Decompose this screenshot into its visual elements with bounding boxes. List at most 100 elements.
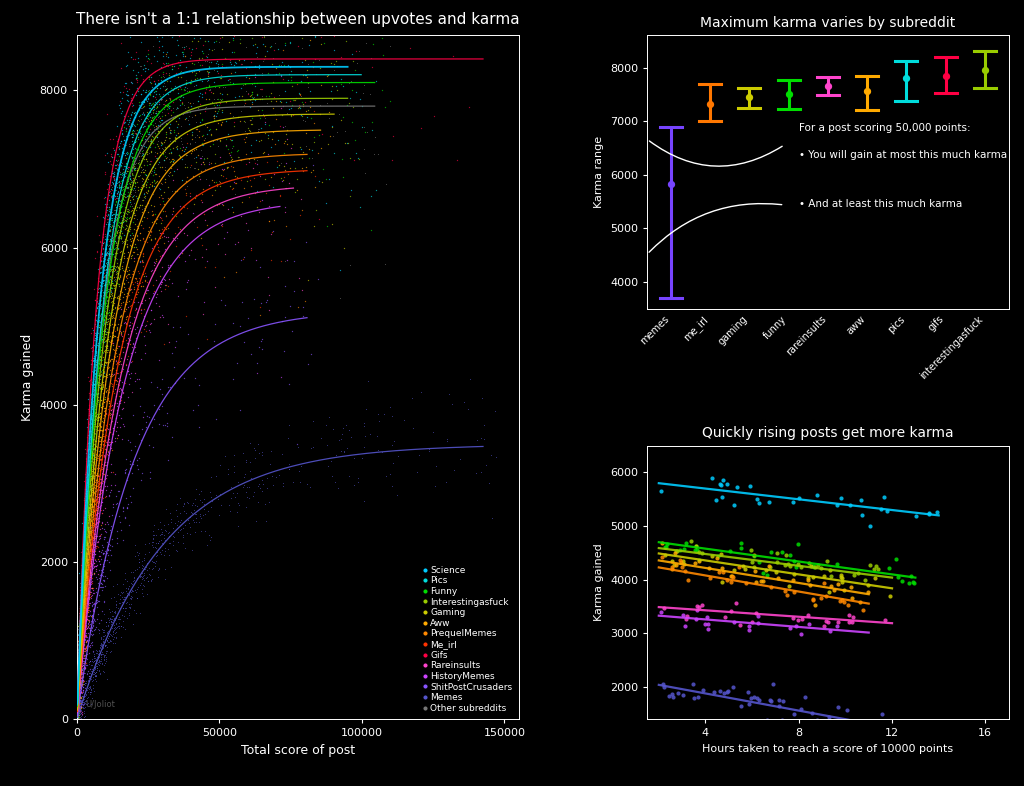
Point (261, 304, 278, 317)
Point (134, 203, 151, 215)
Point (243, 117, 259, 130)
Point (81, 615, 97, 628)
Point (90, 344, 106, 357)
Point (237, 24, 253, 36)
Point (725, 564, 741, 576)
Point (73, 630, 89, 642)
Point (75, 584, 91, 597)
Point (188, 72, 205, 84)
Point (71, 713, 87, 725)
Point (113, 325, 129, 338)
Point (117, 214, 133, 226)
Point (187, 508, 204, 520)
Point (109, 239, 125, 252)
Point (71, 698, 87, 711)
Point (72, 713, 88, 725)
Point (119, 171, 135, 183)
Point (104, 402, 121, 415)
Point (73, 646, 89, 659)
Point (133, 215, 150, 227)
Point (69, 692, 85, 705)
Point (113, 630, 129, 643)
Point (82, 373, 98, 386)
Point (75, 675, 91, 688)
Point (144, 533, 161, 545)
Point (670, 687, 686, 700)
Point (109, 225, 125, 237)
Point (73, 596, 89, 608)
Point (156, 58, 172, 71)
Point (85, 493, 101, 505)
Point (70, 700, 86, 712)
Point (72, 626, 88, 639)
Point (70, 684, 86, 696)
Point (157, 542, 173, 554)
Point (142, 233, 159, 245)
Point (134, 254, 151, 266)
Point (91, 639, 108, 652)
Point (71, 702, 87, 714)
Point (137, 123, 154, 135)
Point (140, 108, 157, 120)
Point (120, 234, 136, 247)
Point (155, 98, 171, 111)
Point (143, 114, 160, 127)
Point (300, 80, 316, 93)
Point (106, 307, 123, 320)
Point (89, 388, 105, 401)
Point (770, 700, 786, 712)
Point (786, 567, 803, 580)
Point (165, 96, 181, 108)
Point (73, 662, 89, 674)
Point (81, 670, 97, 683)
Point (86, 401, 102, 413)
Point (96, 328, 113, 340)
Point (73, 626, 89, 639)
Point (156, 28, 172, 41)
Point (133, 101, 150, 114)
Point (101, 230, 118, 243)
Point (96, 287, 113, 299)
Point (84, 471, 100, 483)
Point (187, 151, 204, 163)
Point (156, 68, 172, 80)
Point (163, 123, 179, 136)
Point (113, 300, 129, 313)
Point (370, 148, 386, 160)
Point (215, 6, 231, 18)
Point (90, 362, 106, 374)
Point (74, 648, 90, 661)
Point (131, 156, 147, 168)
Point (118, 77, 134, 90)
Point (78, 689, 94, 701)
Point (938, 70, 954, 83)
Point (71, 664, 87, 677)
Point (76, 636, 92, 648)
Point (104, 271, 121, 284)
Point (71, 671, 87, 684)
Point (78, 597, 94, 609)
Point (91, 655, 108, 667)
Point (71, 692, 87, 705)
Point (83, 421, 99, 433)
Point (850, 567, 866, 579)
Point (98, 277, 115, 290)
Point (86, 655, 102, 667)
Point (84, 402, 100, 414)
Point (259, 97, 275, 109)
Point (118, 270, 134, 282)
Point (71, 688, 87, 700)
Point (80, 562, 96, 575)
Point (110, 261, 126, 274)
Point (211, 509, 227, 522)
Point (116, 334, 132, 347)
Point (81, 535, 97, 548)
Point (75, 634, 91, 646)
Point (158, 222, 174, 235)
Point (132, 255, 148, 268)
Point (98, 280, 115, 292)
Point (133, 138, 150, 151)
Point (213, 119, 229, 131)
Point (171, 21, 187, 34)
Point (76, 688, 92, 700)
